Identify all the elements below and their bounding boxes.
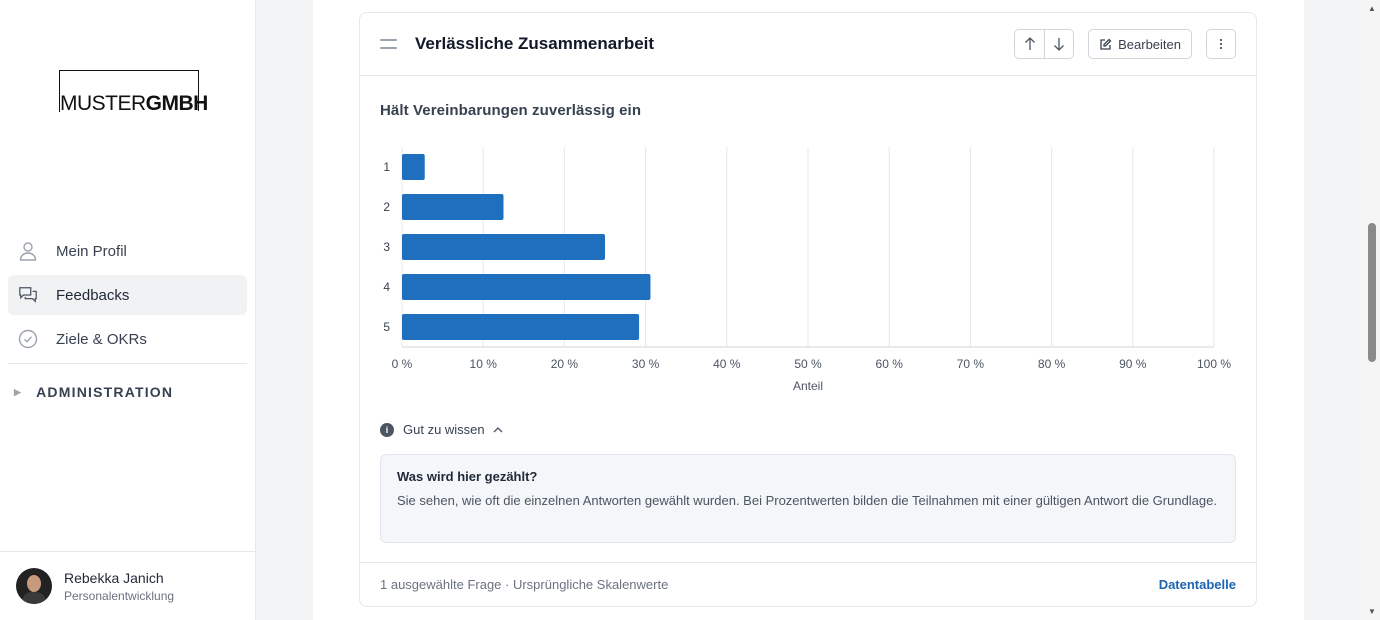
info-panel: Was wird hier gezählt? Sie sehen, wie of…: [380, 454, 1236, 543]
caret-right-icon: ▶: [14, 386, 23, 397]
more-options-button[interactable]: [1206, 29, 1236, 59]
user-icon: [18, 241, 38, 261]
info-toggle-label: Gut zu wissen: [403, 422, 485, 437]
x-tick-label: 20 %: [551, 357, 579, 371]
x-tick-label: 60 %: [876, 357, 904, 371]
x-axis-label: Anteil: [793, 379, 823, 393]
bar: [402, 194, 504, 220]
x-tick-label: 70 %: [957, 357, 985, 371]
bar: [402, 234, 605, 260]
check-circle-icon: [18, 329, 38, 349]
y-tick-label: 4: [383, 280, 390, 294]
sidebar-item-mein-profil[interactable]: Mein Profil: [8, 231, 247, 271]
chart-svg: 0 % 10 % 20 % 30 % 40 % 50 % 60 % 70 % 80 % 90 % 1…: [383, 147, 1231, 393]
card-footer: 1 ausgewählte Frage · Ursprüngliche Skal…: [360, 562, 1256, 606]
bar: [402, 314, 640, 340]
info-toggle[interactable]: i Gut zu wissen: [380, 422, 503, 437]
edit-button[interactable]: Bearbeiten: [1088, 29, 1192, 59]
arrow-down-icon: [1054, 38, 1065, 51]
chevron-up-icon: [493, 426, 503, 433]
user-name: Rebekka Janich: [64, 569, 164, 586]
question-title: Hält Vereinbarungen zuverlässig ein: [380, 102, 642, 119]
footer-text: 1 ausgewählte Frage · Ursprüngliche Skal…: [380, 577, 669, 592]
bar: [402, 274, 651, 300]
chat-icon: [18, 285, 38, 305]
x-tick-label: 10 %: [470, 357, 498, 371]
move-down-button[interactable]: [1044, 30, 1073, 58]
card-title: Verlässliche Zusammenarbeit: [415, 34, 655, 53]
sidebar-item-feedbacks[interactable]: Feedbacks: [8, 275, 247, 315]
drag-handle-icon[interactable]: [380, 39, 397, 49]
x-tick-label: 30 %: [632, 357, 660, 371]
card-actions: Bearbeiten: [1014, 29, 1236, 59]
sidebar: MUSTERGMBH Mein Profil Feedbacks Ziele &…: [0, 0, 256, 620]
bar-chart: 0 % 10 % 20 % 30 % 40 % 50 % 60 % 70 % 80 % 90 % 1…: [360, 133, 1256, 408]
x-tick-label: 80 %: [1038, 357, 1066, 371]
x-tick-label: 50 %: [794, 357, 822, 371]
y-tick-label: 5: [383, 320, 390, 334]
nav-divider: [8, 363, 247, 364]
bar: [402, 154, 425, 180]
user-profile[interactable]: Rebekka Janich Personalentwicklung: [0, 551, 255, 620]
info-icon: i: [380, 422, 394, 437]
pencil-icon: [1099, 38, 1112, 51]
question-card: Verlässliche Zusammenarbeit Bearbeiten: [359, 12, 1257, 607]
page-scrollbar[interactable]: ▲ ▼: [1365, 0, 1380, 620]
sidebar-item-label: Ziele & OKRs: [56, 330, 147, 348]
user-role: Personalentwicklung: [64, 588, 175, 603]
sidebar-item-label: Feedbacks: [56, 286, 130, 304]
logo-frame-gap: [181, 111, 201, 113]
x-tick-label: 40 %: [713, 357, 741, 371]
kebab-menu-icon: [1219, 38, 1223, 50]
section-label: ADMINISTRATION: [36, 384, 174, 400]
main-nav: Mein Profil Feedbacks Ziele & OKRs ▶ ADM…: [8, 231, 247, 420]
sidebar-section-administration[interactable]: ▶ ADMINISTRATION: [8, 364, 247, 420]
logo-text: MUSTERGMBH: [60, 92, 208, 115]
info-title: Was wird hier gezählt?: [397, 469, 538, 484]
company-logo[interactable]: MUSTERGMBH: [59, 70, 208, 114]
scroll-up-icon[interactable]: ▲: [1368, 4, 1376, 13]
arrow-up-icon: [1024, 37, 1035, 50]
data-table-link[interactable]: Datentabelle: [1158, 577, 1236, 592]
sidebar-item-ziele-okrs[interactable]: Ziele & OKRs: [8, 319, 247, 359]
sidebar-item-label: Mein Profil: [56, 242, 127, 260]
move-up-button[interactable]: [1015, 30, 1044, 58]
x-tick-label: 0 %: [392, 357, 413, 371]
y-tick-label: 1: [383, 160, 390, 174]
avatar: [16, 568, 52, 604]
x-tick-label: 100 %: [1197, 357, 1231, 371]
edit-button-label: Bearbeiten: [1118, 36, 1181, 52]
card-header: Verlässliche Zusammenarbeit Bearbeiten: [360, 13, 1256, 76]
y-tick-label: 3: [383, 240, 390, 254]
info-text: Sie sehen, wie oft die einzelnen Antwort…: [397, 493, 1217, 508]
y-tick-label: 2: [383, 200, 390, 214]
x-tick-label: 90 %: [1119, 357, 1147, 371]
reorder-buttons: [1014, 29, 1075, 59]
scroll-down-icon[interactable]: ▼: [1368, 607, 1376, 616]
scrollbar-thumb[interactable]: [1368, 223, 1376, 362]
